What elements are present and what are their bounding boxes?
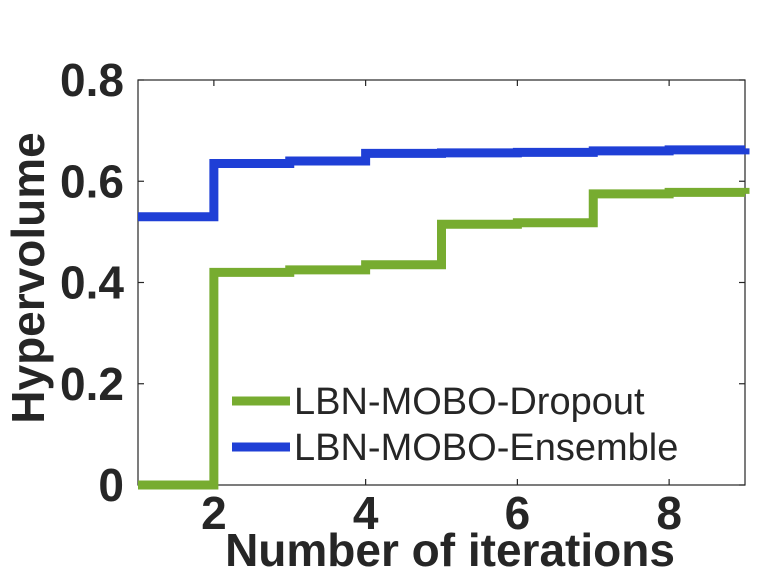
y-tick-label: 0.8 xyxy=(60,54,124,106)
series-line-dropout xyxy=(138,187,750,490)
y-tick-label: 0.6 xyxy=(60,155,124,207)
series-layer xyxy=(138,145,750,490)
x-tick-label: 6 xyxy=(505,487,531,539)
legend-label: LBN-MOBO-Dropout xyxy=(294,381,645,423)
x-axis-ticks: 2 4 6 8 xyxy=(201,80,682,539)
y-axis-label: Hypervolume xyxy=(2,132,54,423)
x-tick-label: 2 xyxy=(201,487,227,539)
plot-area-frame xyxy=(137,79,746,486)
y-tick-label: 0 xyxy=(98,459,124,511)
y-tick-label: 0.4 xyxy=(60,257,124,309)
legend-label: LBN-MOBO-Ensemble xyxy=(294,427,678,469)
y-axis-ticks: 0 0.2 0.4 0.6 0.8 xyxy=(60,54,745,511)
series-line-ensemble xyxy=(138,145,750,222)
x-tick-label: 4 xyxy=(353,487,379,539)
x-axis-label: Number of iterations xyxy=(225,524,675,576)
y-tick-label: 0.2 xyxy=(60,358,124,410)
x-tick-label: 8 xyxy=(656,487,682,539)
